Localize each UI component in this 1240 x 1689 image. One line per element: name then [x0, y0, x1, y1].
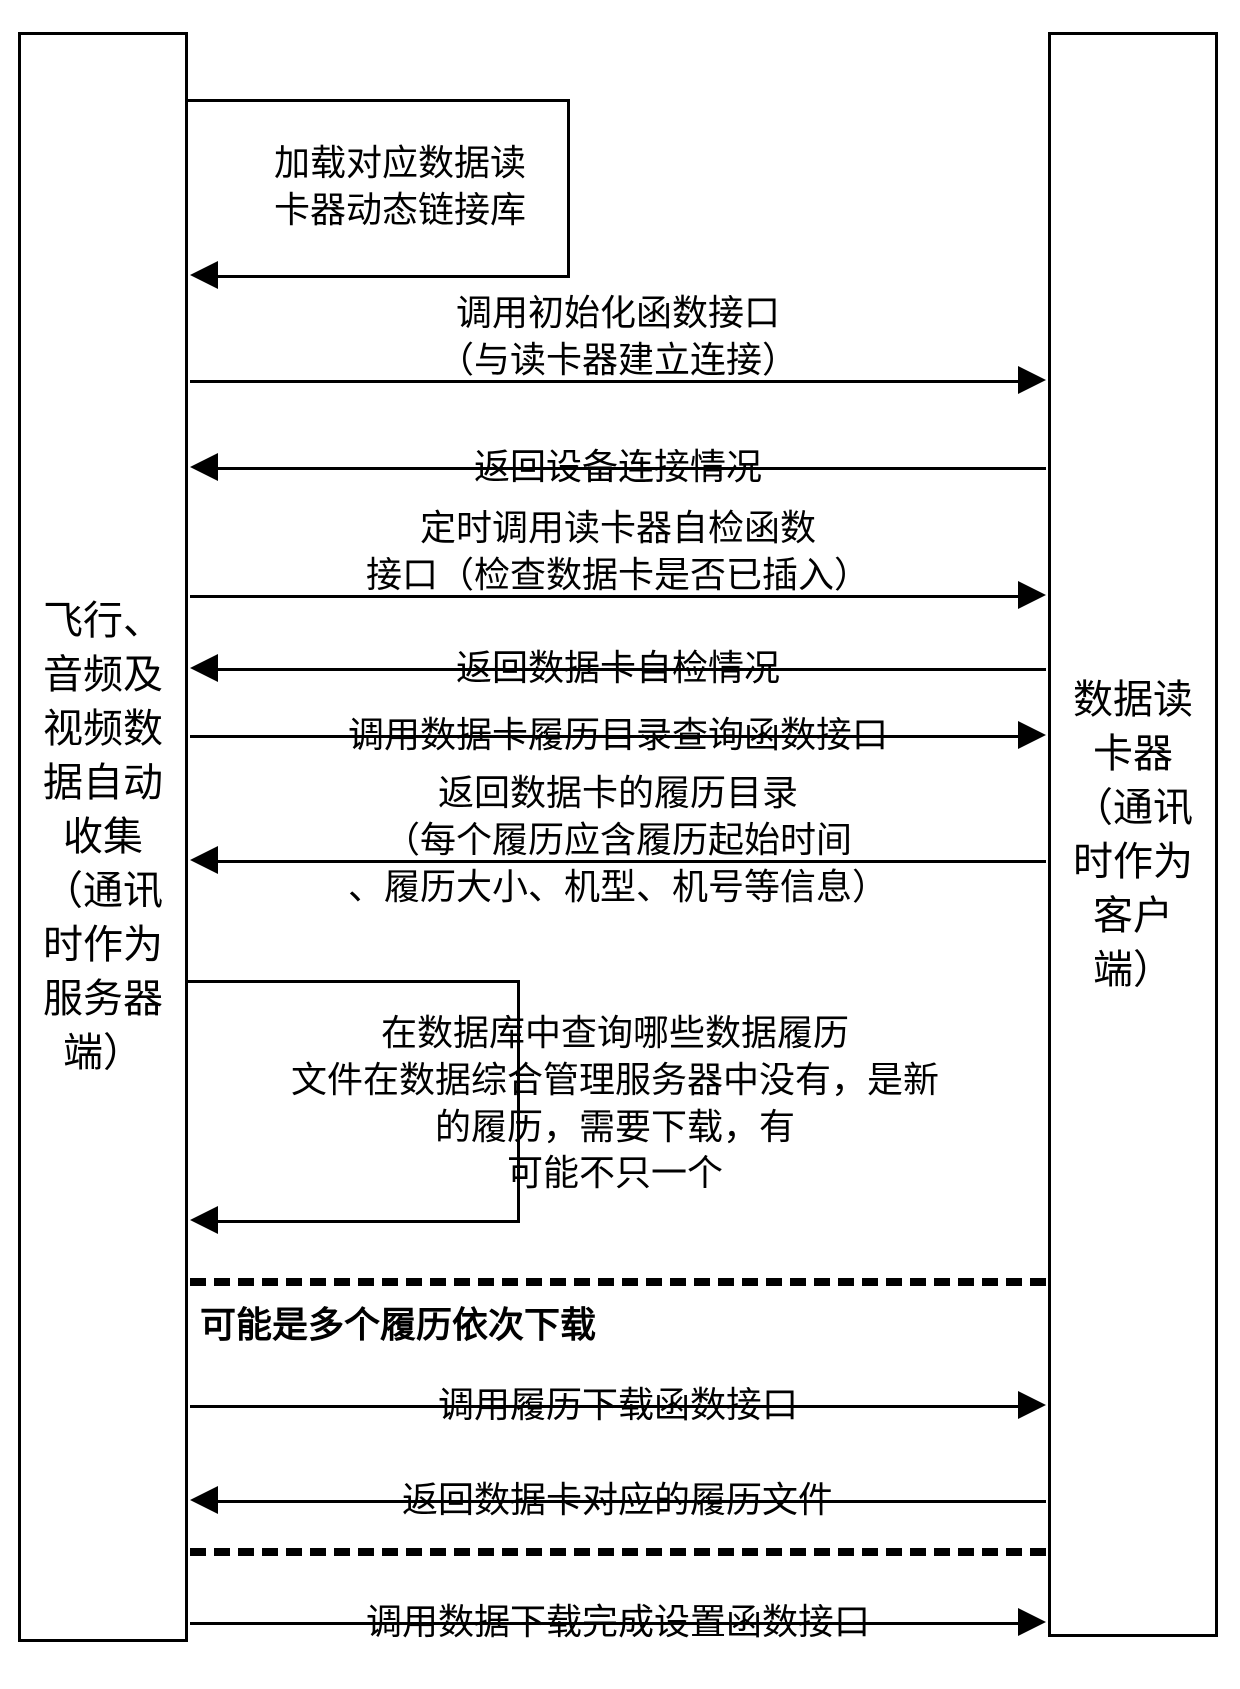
lifeline-client-label: 数据读 卡器 （通讯 时作为 客户 端）	[1051, 665, 1215, 1005]
msg-catalog-return-label: 返回数据卡的履历目录 （每个履历应含履历起始时间 、履历大小、机型、机号等信息）	[190, 770, 1046, 910]
msg-init-return-label: 返回设备连接情况	[190, 444, 1046, 491]
msg-download-call-label: 调用履历下载函数接口	[190, 1382, 1046, 1429]
self-msg-load-dll-side	[567, 99, 570, 275]
self-msg-query-db-bottom	[216, 1220, 520, 1223]
self-msg-query-db-label: 在数据库中查询哪些数据履历 文件在数据综合管理服务器中没有，是新 的履历，需要下…	[210, 1010, 1020, 1197]
self-msg-load-dll-top	[188, 99, 570, 102]
self-msg-query-db-top	[188, 980, 520, 983]
lifeline-client: 数据读 卡器 （通讯 时作为 客户 端）	[1048, 32, 1218, 1637]
lifeline-server: 飞行、 音频及 视频数 据自动 收集 （通讯 时作为 服务器 端）	[18, 32, 188, 1642]
fragment-label: 可能是多个履历依次下载	[200, 1302, 1056, 1349]
msg-init-call-label: 调用初始化函数接口 （与读卡器建立连接）	[190, 290, 1046, 384]
msg-download-return-label: 返回数据卡对应的履历文件	[190, 1477, 1046, 1524]
self-msg-query-db-arrow	[190, 1206, 218, 1234]
lifeline-server-label: 飞行、 音频及 视频数 据自动 收集 （通讯 时作为 服务器 端）	[21, 586, 185, 1088]
msg-selfcheck-return-label: 返回数据卡自检情况	[190, 645, 1046, 692]
fragment-bottom-line	[190, 1548, 1046, 1556]
self-msg-load-dll-arrow	[190, 261, 218, 289]
self-msg-load-dll-label: 加载对应数据读 卡器动态链接库	[240, 140, 560, 234]
msg-complete-call-label: 调用数据下载完成设置函数接口	[190, 1599, 1046, 1646]
msg-catalog-call-label: 调用数据卡履历目录查询函数接口	[190, 712, 1046, 759]
fragment-top-line	[190, 1278, 1046, 1286]
self-msg-load-dll-bottom	[216, 275, 570, 278]
msg-selfcheck-call-label: 定时调用读卡器自检函数 接口（检查数据卡是否已插入）	[190, 505, 1046, 599]
